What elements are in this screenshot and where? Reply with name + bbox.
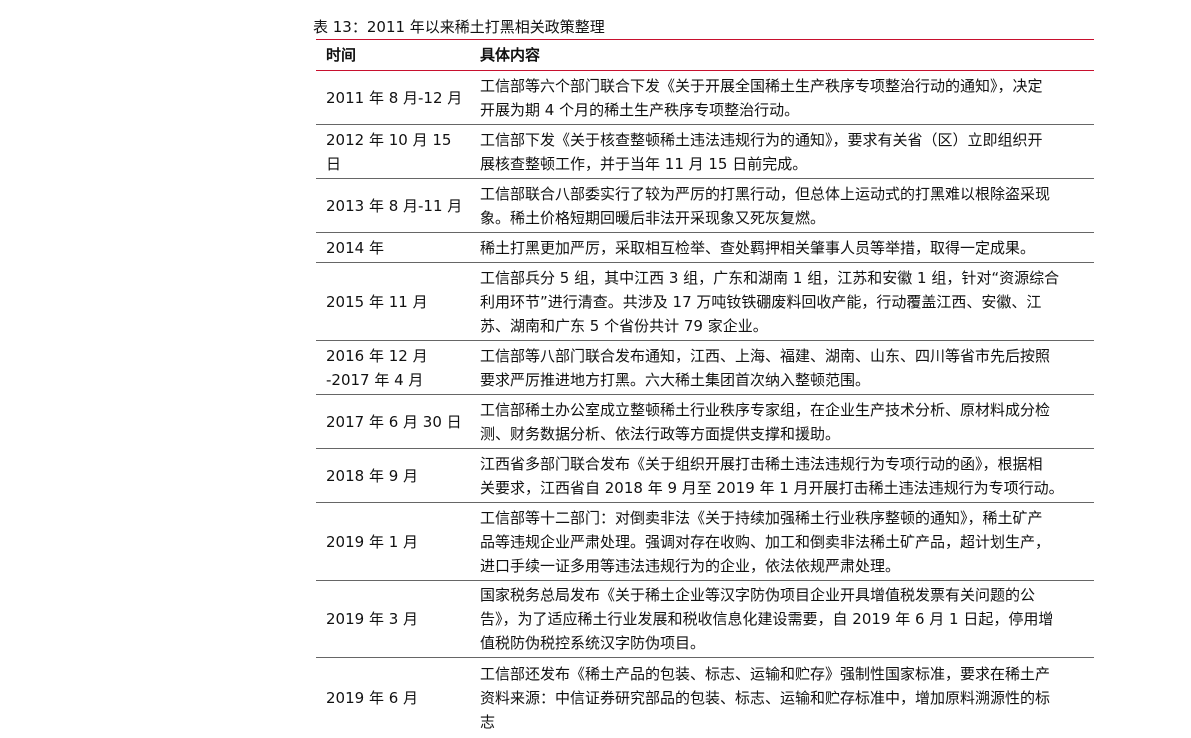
- cell-time: 2012 年 10 月 15 日: [316, 128, 480, 176]
- content-line: 工信部还发布《稀土产品的包装、标志、运输和贮存》强制性国家标准，要求在稀土产: [480, 665, 1051, 683]
- cell-content: 工信部等六个部门联合下发《关于开展全国稀土生产秩序专项整治行动的通知》，决定 开展…: [480, 74, 1094, 122]
- cell-content: 工信部稀土办公室成立整顿稀土行业秩序专家组，在企业生产技术分析、原材料成分检 测、…: [480, 398, 1094, 446]
- content-line: 工信部等十二部门：对倒卖非法《关于持续加强稀土行业秩序整顿的通知》，稀土矿产: [480, 508, 1043, 527]
- content-line: 国家税务总局发布《关于稀土企业等汉字防伪项目企业开具增值税发票有关问题的公: [480, 586, 1036, 604]
- time-line: 2017 年 6 月 30 日: [326, 412, 462, 431]
- content-line: 象。稀土价格短期回暖后非法开采现象又死灰复燃。: [480, 208, 826, 227]
- content-line: 关要求，江西省自 2018 年 9 月至 2019 年 1 月开展打击稀土违法违…: [480, 478, 1064, 497]
- content-line: 工信部稀土办公室成立整顿稀土行业秩序专家组，在企业生产技术分析、原材料成分检: [480, 400, 1051, 419]
- table-row: 2014 年 稀土打黑更加严厉，采取相互检举、查处羁押相关肇事人员等举措，取得一定…: [316, 233, 1094, 263]
- time-line: 2019 年 1 月: [326, 532, 419, 551]
- cell-time: 2016 年 12 月 -2017 年 4 月: [316, 344, 480, 392]
- table-row: 2011 年 8 月-12 月工信部等六个部门联合下发《关于开展全国稀土生产秩序…: [316, 71, 1094, 125]
- content-line: 测、财务数据分析、依法行政等方面提供支撑和援助。: [480, 424, 841, 443]
- content-line: 利用环节”进行清查。共涉及 17 万吨钕铁硼废料回收产能，行动覆盖江西、安徽、江: [480, 292, 1042, 311]
- table-row: 2012 年 10 月 15 日 工信部下发《关于核查整顿稀土违法违规行为的通知》，…: [316, 125, 1094, 179]
- content-line: 值税防伪税控系统汉字防伪项目。: [480, 634, 706, 652]
- table-row: 2019 年 6 月 工信部还发布《稀土产品的包装、标志、运输和贮存》强制性国家标…: [316, 658, 1094, 738]
- cell-content: 工信部兵分 5 组，其中江西 3 组，广东和湖南 1 组，江苏和安徽 1 组，针…: [480, 266, 1094, 338]
- table-top-rule: [316, 39, 1094, 40]
- time-line: 2019 年 6 月: [326, 689, 419, 707]
- content-line: 稀土打黑更加严厉，采取相互检举、查处羁押相关肇事人员等举措，取得一定成果。: [480, 238, 1036, 257]
- cell-content: 工信部下发《关于核查整顿稀土违法违规行为的通知》，要求有关省（区）立即组织开 展核…: [480, 128, 1094, 176]
- time-line: 2016 年 12 月: [326, 346, 428, 365]
- content-line: 开展为期 4 个月的稀土生产秩序专项整治行动。: [480, 100, 800, 119]
- time-line: 2019 年 3 月: [326, 610, 419, 628]
- policy-table: 时间 具体内容 2011 年 8 月-12 月工信部等六个部门联合下发《关于开展…: [316, 39, 1094, 738]
- content-line: 工信部兵分 5 组，其中江西 3 组，广东和湖南 1 组，江苏和安徽 1 组，针…: [480, 268, 1060, 287]
- cell-time: 2014 年: [316, 236, 480, 260]
- time-line: 2011 年 8 月-12 月: [326, 88, 463, 107]
- time-line: -2017 年 4 月: [326, 370, 424, 389]
- content-line: 工信部联合八部委实行了较为严厉的打黑行动，但总体上运动式的打黑难以根除盗采现: [480, 184, 1051, 203]
- cell-time: 2017 年 6 月 30 日: [316, 410, 480, 434]
- table-row: 2015 年 11 月 工信部兵分 5 组，其中江西 3 组，广东和湖南 1 组，…: [316, 263, 1094, 341]
- content-line: 工信部等八部门联合发布通知，江西、上海、福建、湖南、山东、四川等省市先后按照: [480, 346, 1051, 365]
- content-line: 品等违规企业严肃处理。强调对存在收购、加工和倒卖非法稀土矿产品，超计划生产，: [480, 532, 1051, 551]
- table-row: 2016 年 12 月 -2017 年 4 月 工信部等八部门联合发布通知，江西、上…: [316, 341, 1094, 395]
- cell-time: 2015 年 11 月: [316, 290, 480, 314]
- header-time: 时间: [326, 46, 357, 64]
- table-row: 2013 年 8 月-11 月工信部联合八部委实行了较为严厉的打黑行动，但总体上…: [316, 179, 1094, 233]
- header-content: 具体内容: [480, 46, 541, 64]
- table-row: 2018 年 9 月 江西省多部门联合发布《关于组织开展打击稀土违法违规行为专项行…: [316, 449, 1094, 503]
- table-row: 2017 年 6 月 30 日工信部稀土办公室成立整顿稀土行业秩序专家组，在企业…: [316, 395, 1094, 449]
- cell-time: 2018 年 9 月: [316, 464, 480, 488]
- content-line: 进口手续一证多用等违法违规行为的企业，依法依规严肃处理。: [480, 556, 901, 575]
- content-line: 苏、湖南和广东 5 个省份共计 79 家企业。: [480, 316, 768, 335]
- table-header: 时间 具体内容: [316, 40, 1094, 71]
- time-line: 2014 年: [326, 238, 384, 257]
- content-line: 资料来源：中信证券研究部品的包装、标志、运输和贮存标准中，增加原料溯源性的标: [480, 689, 1051, 707]
- cell-content: 工信部等八部门联合发布通知，江西、上海、福建、湖南、山东、四川等省市先后按照 要求…: [480, 344, 1094, 392]
- time-line: 2018 年 9 月: [326, 466, 419, 485]
- cell-time: 2019 年 6 月: [316, 686, 480, 710]
- cell-content: 江西省多部门联合发布《关于组织开展打击稀土违法违规行为专项行动的函》，根据相关要…: [480, 452, 1094, 500]
- cell-content: 国家税务总局发布《关于稀土企业等汉字防伪项目企业开具增值税发票有关问题的公 告》，…: [480, 583, 1094, 655]
- table-caption: 表 13：2011 年以来稀土打黑相关政策整理: [313, 18, 605, 36]
- cell-time: 2019 年 1 月: [316, 530, 480, 554]
- cell-time: 2011 年 8 月-12 月: [316, 86, 480, 110]
- content-line: 志: [480, 713, 496, 731]
- cell-content: 稀土打黑更加严厉，采取相互检举、查处羁押相关肇事人员等举措，取得一定成果。: [480, 236, 1094, 260]
- cell-content: 工信部还发布《稀土产品的包装、标志、运输和贮存》强制性国家标准，要求在稀土产 资料…: [480, 662, 1094, 734]
- time-line: 2012 年 10 月 15: [326, 130, 452, 149]
- time-line: 日: [326, 154, 342, 173]
- content-line: 工信部等六个部门联合下发《关于开展全国稀土生产秩序专项整治行动的通知》，决定: [480, 76, 1043, 95]
- cell-time: 2019 年 3 月: [316, 607, 480, 631]
- content-line: 展核查整顿工作，并于当年 11 月 15 日前完成。: [480, 154, 808, 173]
- table-row: 2019 年 1 月 工信部等十二部门：对倒卖非法《关于持续加强稀土行业秩序整顿的…: [316, 503, 1094, 581]
- content-line: 工信部下发《关于核查整顿稀土违法违规行为的通知》，要求有关省（区）立即组织开: [480, 130, 1043, 149]
- cell-content: 工信部等十二部门：对倒卖非法《关于持续加强稀土行业秩序整顿的通知》，稀土矿产 品等…: [480, 506, 1094, 578]
- time-line: 2013 年 8 月-11 月: [326, 196, 463, 215]
- cell-content: 工信部联合八部委实行了较为严厉的打黑行动，但总体上运动式的打黑难以根除盗采现 象。…: [480, 182, 1094, 230]
- content-line: 要求严厉推进地方打黑。六大稀土集团首次纳入整顿范围。: [480, 370, 871, 389]
- content-line: 告》，为了适应稀土行业发展和税收信息化建设需要，自 2019 年 6 月 1 日…: [480, 610, 1054, 628]
- time-line: 2015 年 11 月: [326, 292, 428, 311]
- cell-time: 2013 年 8 月-11 月: [316, 194, 480, 218]
- table-row: 2019 年 3 月 国家税务总局发布《关于稀土企业等汉字防伪项目企业开具增值税发…: [316, 581, 1094, 658]
- content-line: 江西省多部门联合发布《关于组织开展打击稀土违法违规行为专项行动的函》，根据相: [480, 454, 1043, 473]
